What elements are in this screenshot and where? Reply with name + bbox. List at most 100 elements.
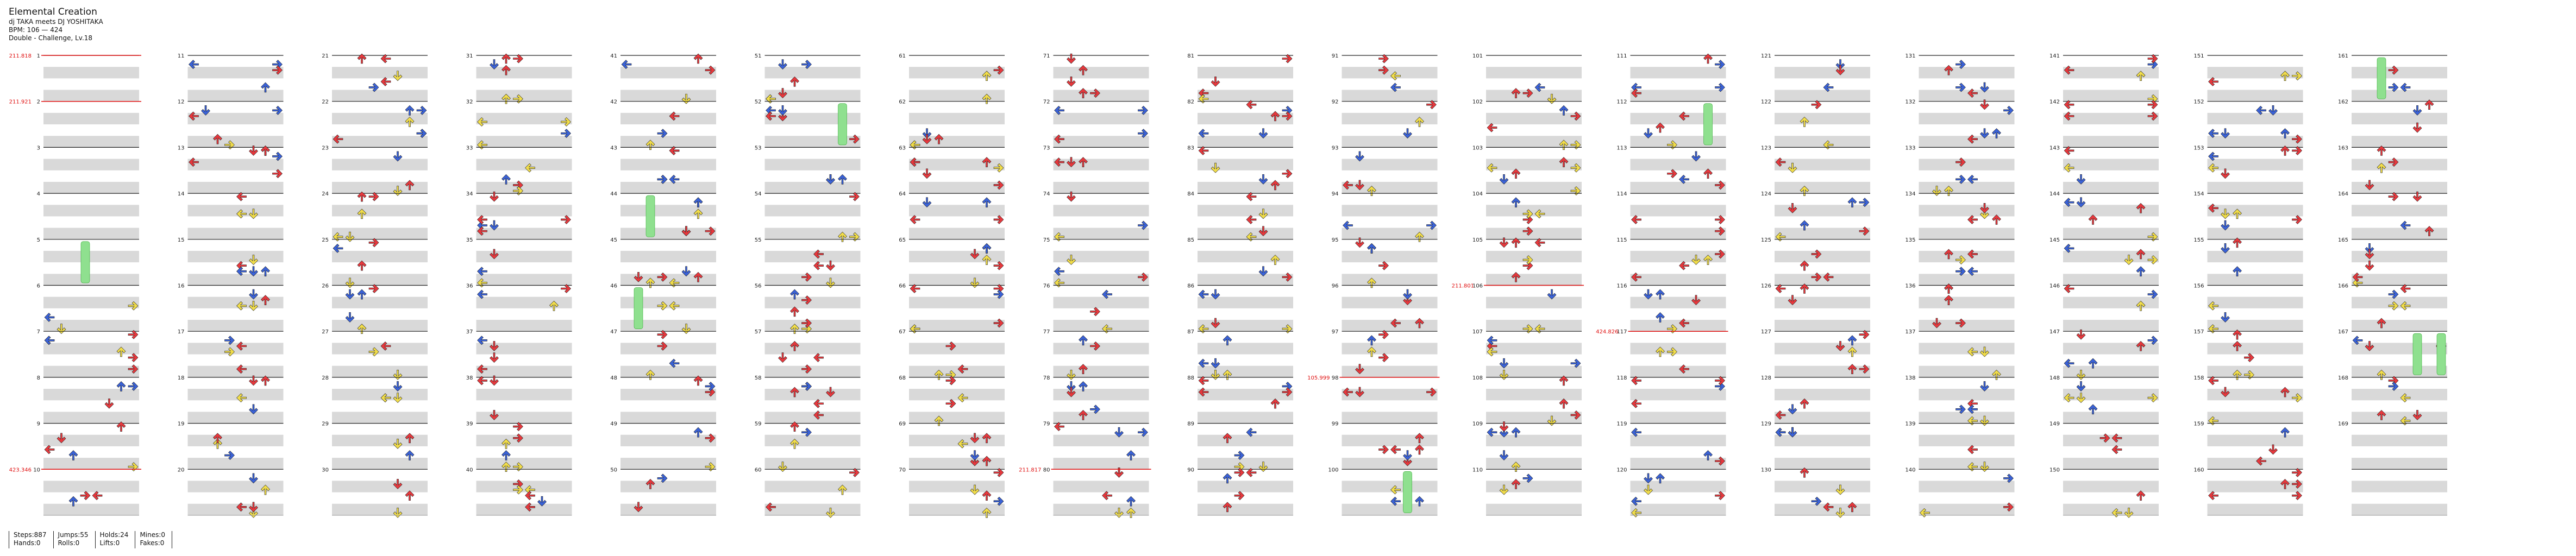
hold-bar (2412, 333, 2422, 375)
beat-band (1919, 412, 2015, 424)
beat-band (1053, 343, 1149, 355)
step-arrow (1415, 444, 1424, 455)
step-arrow (2136, 300, 2146, 311)
beat-band (2063, 228, 2159, 239)
step-arrow (790, 421, 799, 432)
step-arrow (1198, 387, 1209, 397)
beat-band (2063, 136, 2159, 148)
step-arrow (2064, 111, 2074, 121)
step-arrow (1211, 289, 1220, 300)
beat-band (476, 159, 572, 170)
beat-band (1775, 136, 1870, 148)
beat-band (1775, 181, 1870, 194)
beat-band (621, 434, 716, 446)
step-arrow (657, 272, 668, 282)
beat-band (332, 296, 428, 308)
step-arrow (2365, 260, 2374, 271)
step-arrow (368, 83, 379, 92)
beat-band (43, 412, 139, 424)
beat-band (43, 250, 139, 263)
step-arrow (104, 398, 114, 409)
step-arrow (1847, 346, 1857, 357)
step-arrow (2076, 381, 2086, 391)
beat-band (909, 90, 1005, 102)
beat-band (1919, 320, 2015, 332)
beat-band (476, 250, 572, 263)
step-arrow (405, 490, 415, 501)
stat-jumps: Jumps:55 (58, 531, 89, 539)
step-arrow (2268, 105, 2278, 116)
step-arrow (1955, 405, 1966, 414)
measure-number: 51 (755, 53, 762, 59)
bpm-change-label: 211.801 (1452, 283, 1474, 289)
beat-band (764, 503, 861, 515)
measure-number: 74 (1043, 191, 1050, 197)
step-arrow (801, 272, 812, 282)
measure-number: 145 (2049, 237, 2060, 243)
step-arrow (128, 301, 139, 311)
step-arrow (982, 93, 992, 104)
measure-number: 47 (610, 329, 617, 335)
step-arrow (993, 289, 1004, 299)
measure-number: 162 (2338, 99, 2348, 105)
beat-band (909, 136, 1005, 148)
beat-band (1053, 181, 1149, 194)
step-arrow (2292, 479, 2302, 489)
beat-band (1486, 412, 1582, 424)
beat-band (2352, 112, 2447, 125)
measure-number: 57 (755, 329, 762, 335)
beat-band (1486, 90, 1582, 102)
beat-band (1198, 458, 1293, 470)
step-arrow (2377, 162, 2386, 173)
measure-number: 111 (1616, 53, 1627, 59)
beat-band (1342, 159, 1438, 170)
beat-band (1053, 434, 1149, 446)
step-arrow (1403, 450, 1412, 460)
beat-band (621, 343, 716, 355)
beat-band (1198, 112, 1293, 125)
beat-band (1198, 159, 1293, 170)
step-arrow (1246, 192, 1257, 201)
beat-band (2352, 412, 2447, 424)
measure-number: 85 (1187, 237, 1194, 243)
step-arrow (213, 438, 222, 449)
step-arrow (1775, 410, 1786, 420)
step-arrow (2064, 198, 2074, 207)
beat-band (764, 181, 861, 194)
step-arrow (2377, 318, 2386, 328)
step-arrow (790, 438, 799, 449)
measure-number: 135 (1905, 237, 1915, 243)
step-arrow (2221, 312, 2230, 323)
step-arrow (970, 433, 980, 444)
step-arrow (1079, 157, 1088, 167)
measure-number: 108 (1472, 375, 1483, 381)
beat-band (1775, 458, 1870, 470)
step-arrow (2136, 203, 2146, 213)
beat-band (476, 228, 572, 239)
beat-band (1919, 365, 2015, 377)
beat-band (1486, 365, 1582, 377)
beat-band (1198, 181, 1293, 194)
measure-number: 136 (1905, 283, 1915, 289)
beat-band (476, 90, 572, 102)
step-arrow (513, 433, 523, 443)
step-arrow (1114, 427, 1124, 438)
measure-number: 83 (1187, 145, 1194, 151)
difficulty-label: Double - Challenge, Lv.18 (9, 34, 93, 42)
step-arrow (1067, 53, 1076, 64)
step-arrow (1067, 157, 1076, 167)
step-arrow (945, 399, 956, 408)
measure-number: 38 (466, 375, 473, 381)
step-arrow (1114, 467, 1124, 478)
step-arrow (2233, 208, 2242, 219)
beat-band (2207, 412, 2303, 424)
beat-band (1053, 389, 1149, 401)
measure-number: 36 (466, 283, 473, 289)
step-arrow (2400, 83, 2411, 92)
step-arrow (1800, 220, 1809, 231)
stats-group-jumps: Jumps:55 Rolls:0 (53, 531, 95, 548)
beat-band (2352, 90, 2447, 102)
step-arrow (1800, 117, 1809, 127)
step-arrow (813, 399, 824, 408)
beat-band (2207, 274, 2303, 286)
